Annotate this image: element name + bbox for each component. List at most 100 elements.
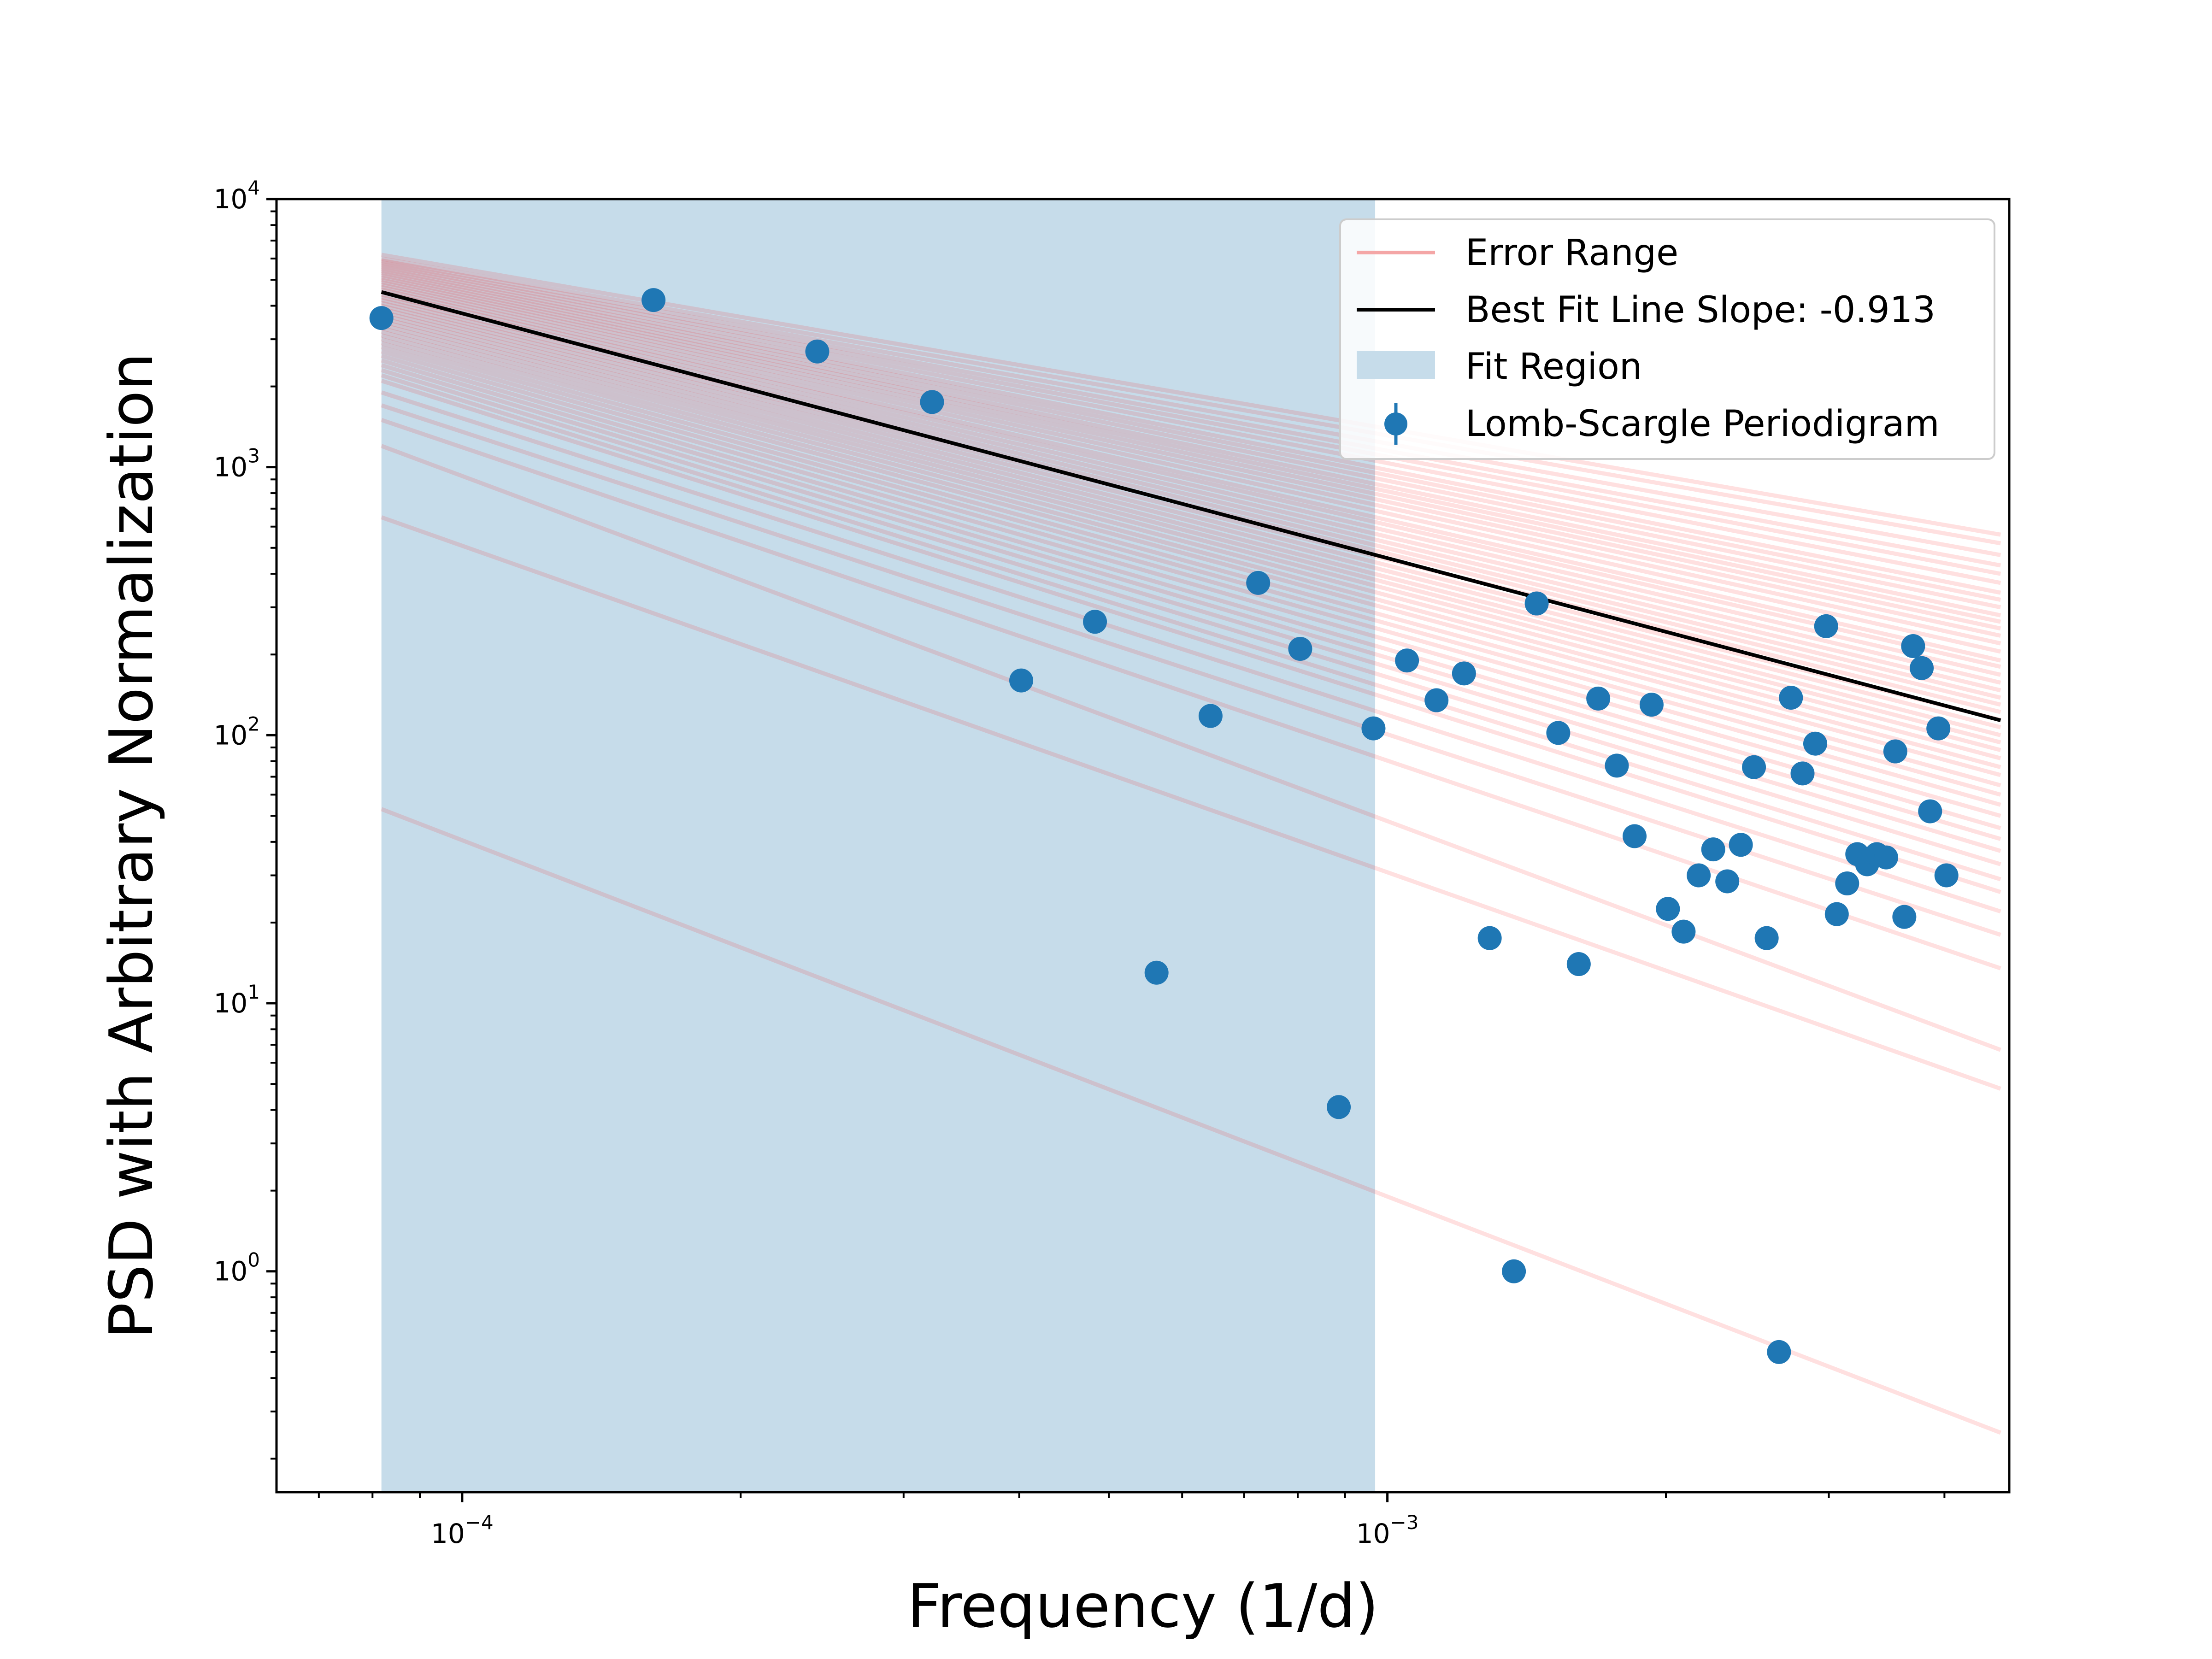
periodigram-point-27 [1701,837,1725,862]
error-range-line-32 [381,341,2001,797]
error-range-line-33 [381,345,2001,807]
error-range-line-45 [381,515,2001,1091]
error-range-line-4 [381,262,2001,576]
y-tick-label-2: 102 [213,712,260,751]
error-range-line-25 [381,316,2001,737]
y-tick-label-4: 104 [213,176,260,215]
error-range-line-3 [381,260,2001,568]
periodigram-point-16 [1502,1259,1526,1283]
periodigram-point-1 [641,288,666,312]
error-range-line-10 [381,275,2001,624]
error-range-line-7 [381,269,2001,602]
error-range-line-30 [381,333,2001,777]
periodigram-point-38 [1835,871,1859,895]
periodigram-point-17 [1524,591,1549,616]
error-range-line-20 [381,300,2001,700]
error-range-line-24 [381,312,2001,729]
error-range-line-23 [381,310,2001,722]
error-range-line-22 [381,306,2001,714]
error-range-line-13 [381,282,2001,646]
error-range-line-26 [381,319,2001,745]
periodigram-point-2 [805,339,830,364]
periodigram-point-13 [1424,688,1449,712]
error-range-line-5 [381,265,2001,585]
error-range-line-46 [381,807,2001,1435]
error-range-line-14 [381,285,2001,654]
periodigram-point-30 [1742,755,1766,779]
periodigram-point-7 [1198,704,1223,728]
best-fit-line [381,290,2001,722]
periodigram-point-25 [1671,919,1696,944]
error-range-line-27 [381,323,2001,753]
error-range-line-40 [381,378,2001,894]
error-range-line-36 [381,358,2001,841]
periodigram-point-8 [1246,571,1271,595]
periodigram-point-15 [1477,926,1502,950]
error-range-line-8 [381,271,2001,610]
periodigram-point-48 [1926,716,1951,741]
periodigram-point-33 [1779,686,1803,710]
periodigram-point-49 [1934,863,1959,888]
x-axis-title: Frequency (1/d) [907,1571,1378,1641]
periodigram-point-4 [1009,668,1033,693]
periodigram-point-45 [1901,634,1925,658]
periodigram-point-3 [920,390,944,414]
x-tick-label-0: 10−4 [431,1511,494,1549]
periodigram-point-35 [1803,731,1827,756]
scatter-points [369,288,1959,1364]
error-range-line-41 [381,390,2001,914]
error-range-line-44 [381,444,2001,1052]
y-tick-label-1: 101 [213,981,260,1019]
periodigram-point-20 [1586,686,1611,711]
legend-periodigram-marker [1384,412,1407,435]
periodigram-point-23 [1639,693,1664,717]
legend: Error Range Best Fit Line Slope: -0.913 … [1339,218,1995,460]
periodigram-point-46 [1910,656,1934,680]
periodigram-point-36 [1814,614,1838,638]
periodigram-point-14 [1452,661,1476,686]
error-range-line-6 [381,266,2001,595]
periodigram-point-22 [1623,824,1647,848]
periodigram-point-28 [1715,869,1740,894]
legend-frame [1339,218,1995,460]
legend-fit-region-label: Fit Region [1465,346,1642,388]
periodigram-point-42 [1874,845,1898,870]
error-range-line-9 [381,273,2001,618]
periodigram-point-44 [1892,905,1917,929]
y-tick-label-3: 103 [213,445,260,483]
periodigram-point-24 [1656,897,1680,921]
x-tick-label-1: 10−3 [1356,1511,1419,1549]
error-range-line-11 [381,277,2001,631]
error-range-line-39 [381,373,2001,882]
legend-best-fit-label: Best Fit Line Slope: -0.913 [1465,289,1936,331]
periodigram-point-12 [1395,648,1419,673]
periodigram-point-19 [1566,952,1591,977]
periodigram-point-10 [1327,1095,1351,1119]
y-tick-label-0: 100 [213,1249,260,1287]
periodigram-point-9 [1288,636,1312,661]
periodigram-point-21 [1605,753,1629,778]
fit-region-layer [381,199,1376,1492]
periodigram-point-26 [1687,863,1711,888]
error-range-line-38 [381,368,2001,866]
legend-periodigram-label: Lomb-Scargle Periodigram [1465,403,1940,445]
periodigram-point-47 [1918,799,1942,824]
error-range-line-34 [381,349,2001,818]
periodigram-point-5 [1083,610,1107,634]
best-fit-layer [381,290,2001,722]
x-axis-ticks: 10−4 10−3 [318,1492,1946,1549]
periodigram-point-0 [369,306,394,330]
periodigram-point-31 [1754,926,1779,950]
error-range-line-15 [381,287,2001,663]
y-axis-title: PSD with Arbitrary Normalization [96,353,166,1339]
error-range-line-12 [381,280,2001,638]
periodigram-point-43 [1883,739,1907,764]
plot-frame [275,198,2011,1494]
periodigram-point-29 [1729,833,1753,857]
periodigram-point-6 [1144,960,1169,985]
error-range-line-35 [381,353,2001,830]
legend-fit-region-swatch [1357,351,1435,379]
error-range-line-16 [381,290,2001,669]
error-range-line-31 [381,337,2001,788]
